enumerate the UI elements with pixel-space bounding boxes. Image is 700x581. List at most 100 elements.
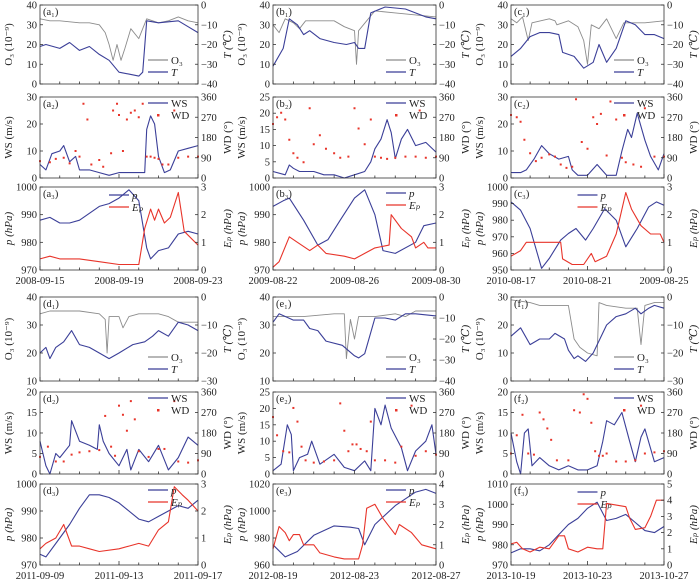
panel-b₂: 0 5 10 15 20 25 WS (m/s) 0 90 180 270 360 WD (°) (b₂)… [236,93,472,185]
wd-point [125,429,128,432]
panel-f₁: 0 10 20 30 O₃ (10⁻⁹) −30 −20 −10 0 T (℃) (f₁) O₃T [474,293,700,388]
wd-point [296,420,299,423]
wd-point [318,134,321,137]
left-tick-label: 0 [265,470,270,481]
legend-label: p [408,188,415,200]
wd-point [177,156,180,159]
right-axis-label: Eₚ (hPa) [222,209,234,249]
right-tick-label: −20 [667,40,683,51]
panel-label: (b₁) [276,7,292,18]
wd-point [173,109,176,112]
series-line-O₃ [510,299,664,357]
legend-label: p [600,190,607,202]
legend-label: O₃ [409,55,421,67]
right-tick-label: 3 [439,500,444,511]
wd-point [187,155,190,158]
wd-point [624,161,627,164]
wd-point [424,156,427,159]
left-tick-label: 1020 [249,480,270,491]
left-tick-label: 15 [498,408,509,419]
left-tick-label: 10 [260,437,271,448]
left-tick-label: 40 [260,1,271,12]
panel-label: (d₃) [43,486,59,497]
right-tick-label: 0 [201,293,206,304]
wd-point [548,153,551,156]
series-line-p [39,494,199,558]
left-axis-label: p (hPa) [3,212,15,247]
wd-point [82,102,85,105]
wd-point [519,120,522,123]
wd-point [394,156,397,159]
wd-point [333,152,336,155]
left-tick-label: 20 [498,120,509,131]
legend-label: p [131,190,138,202]
right-tick-label: 2 [667,528,672,539]
wd-point [384,459,387,462]
left-tick-label: 990 [254,210,270,221]
wd-point [112,109,115,112]
left-tick-label: 0 [32,470,37,481]
wd-point [615,460,618,463]
right-tick-label: 0 [439,1,444,12]
wd-point [620,156,623,159]
legend-label: T [171,364,178,376]
left-tick-label: 10 [27,429,38,440]
series-line-WS [510,411,665,475]
right-axis-label: T (℃) [222,325,234,354]
series-line-Eₚ [510,191,665,266]
x-tick-label: 2009-08-30 [412,276,461,287]
wd-point [527,452,530,455]
left-tick-label: 20 [498,321,509,332]
legend-label: Eₚ [408,200,421,212]
panel-d₃: 970 980 990 1000 p (hPa) 0 1 2 3 Eₚ (hPa) 2011-09-… [3,480,234,581]
panel-label: (e₃) [276,486,292,497]
left-tick-label: 20 [260,349,271,360]
legend-label: O₃ [171,55,183,67]
panel-d₂: 0 5 10 15 20 WS (m/s) 0 90 180 270 360 WD (°) (d₂) WS… [3,388,234,481]
x-tick-label: 2009-08-25 [640,276,689,287]
left-tick-label: 20 [27,349,38,360]
left-tick-label: 0 [32,80,37,91]
wd-point [586,147,589,150]
right-tick-label: 90 [439,449,450,460]
left-tick-label: 15 [27,408,38,419]
wd-point [114,454,117,457]
left-axis-label: O₃ (10⁻⁹) [236,23,248,66]
x-tick-label: 2012-08-27 [412,571,461,581]
wd-point [571,165,574,168]
left-tick-label: 40 [27,293,38,304]
wd-point [414,155,417,158]
wd-point [594,450,597,453]
left-axis-label: O₃ (10⁻⁹) [474,317,486,360]
panel-label: (f₂) [514,394,529,405]
wd-point [167,163,170,166]
right-tick-label: −30 [667,60,683,71]
legend-label: WS [409,98,426,110]
series-line-WS [272,119,437,179]
left-tick-label: 970 [21,266,37,277]
left-tick-label: 15 [260,125,271,136]
wd-point [624,460,627,463]
left-tick-label: 950 [492,266,508,277]
wd-point [137,116,140,119]
left-tick-label: 10 [498,349,509,360]
wd-point [74,150,77,152]
left-tick-label: 1000 [249,507,270,518]
left-tick-label: 10 [27,147,38,158]
left-tick-label: 20 [260,40,271,51]
wd-point [118,404,120,407]
wd-point [118,114,120,116]
wd-point [90,163,93,166]
x-tick-label: 2011-09-17 [174,571,223,581]
right-tick-label: −20 [201,349,217,360]
series-line-p [39,189,199,260]
left-tick-label: 10 [498,60,509,71]
right-tick-label: 5 [667,480,672,491]
panel-c₂: 0 10 20 30 WS (m/s) 0 90 180 270 360 WD (°) (c₂) WSW… [474,93,700,185]
right-axis-label: T (℃) [222,30,234,59]
left-axis-label: p (hPa) [236,212,248,247]
right-axis-label: T (℃) [460,325,472,354]
wd-point [62,460,65,463]
series-line-WS [511,112,665,176]
panel-label: (c₁) [514,7,530,18]
